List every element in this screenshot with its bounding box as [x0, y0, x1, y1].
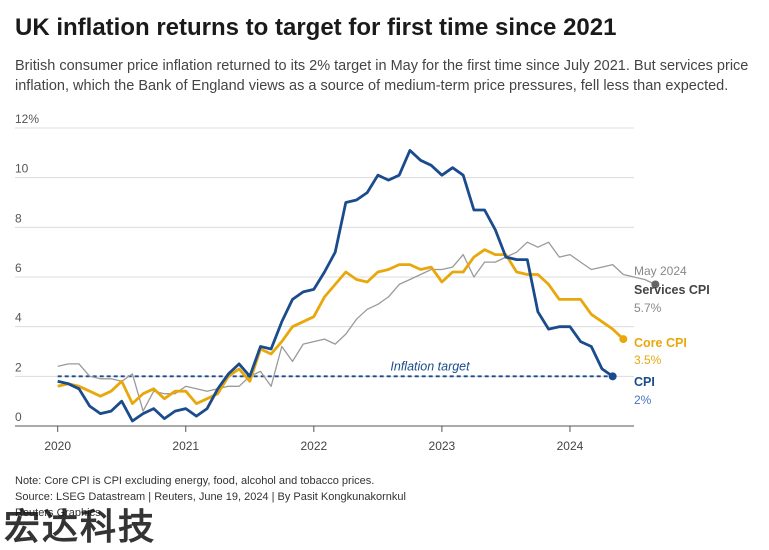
- series-value-label-services: 5.7%: [634, 301, 662, 315]
- note-text: Note: Core CPI is CPI excluding energy, …: [15, 475, 375, 487]
- y-tick-label: 12%: [15, 112, 39, 126]
- series-value-label-core: 3.5%: [634, 353, 662, 367]
- y-tick-label: 6: [15, 261, 22, 275]
- series-name-label-services: Services CPI: [634, 283, 710, 297]
- x-tick-label: 2021: [172, 439, 199, 453]
- series-line-cpi: [57, 148, 614, 423]
- series-value-label-cpi: 2%: [634, 393, 652, 407]
- y-tick-label: 2: [15, 360, 22, 374]
- series-name-label-core: Core CPI: [634, 336, 687, 350]
- x-tick-label: 2020: [44, 439, 71, 453]
- x-tick-label: 2022: [300, 439, 327, 453]
- y-tick-label: 10: [15, 162, 29, 176]
- watermark-logo: 宏达科技: [4, 507, 157, 548]
- end-date-label: May 2024: [634, 264, 687, 278]
- chart-title: UK inflation returns to target for first…: [15, 14, 617, 41]
- series-end-dot-services: [651, 280, 660, 289]
- chart-subtitle: British consumer price inflation returne…: [15, 58, 749, 94]
- y-tick-label: 0: [15, 410, 22, 424]
- y-tick-label: 8: [15, 211, 22, 225]
- series-name-label-cpi: CPI: [634, 375, 655, 389]
- chart-notes: Note: Core CPI is CPI excluding energy, …: [15, 473, 406, 521]
- source-text: Source: LSEG Datastream | Reuters, June …: [15, 491, 406, 503]
- inflation-target-label: Inflation target: [390, 359, 470, 373]
- credit-text: Reuters Graphics: [15, 507, 101, 519]
- y-tick-label: 4: [15, 311, 22, 325]
- series-end-dot-core: [619, 335, 628, 344]
- series-end-dot-cpi: [608, 372, 617, 381]
- x-tick-label: 2024: [557, 439, 584, 453]
- x-tick-label: 2023: [429, 439, 456, 453]
